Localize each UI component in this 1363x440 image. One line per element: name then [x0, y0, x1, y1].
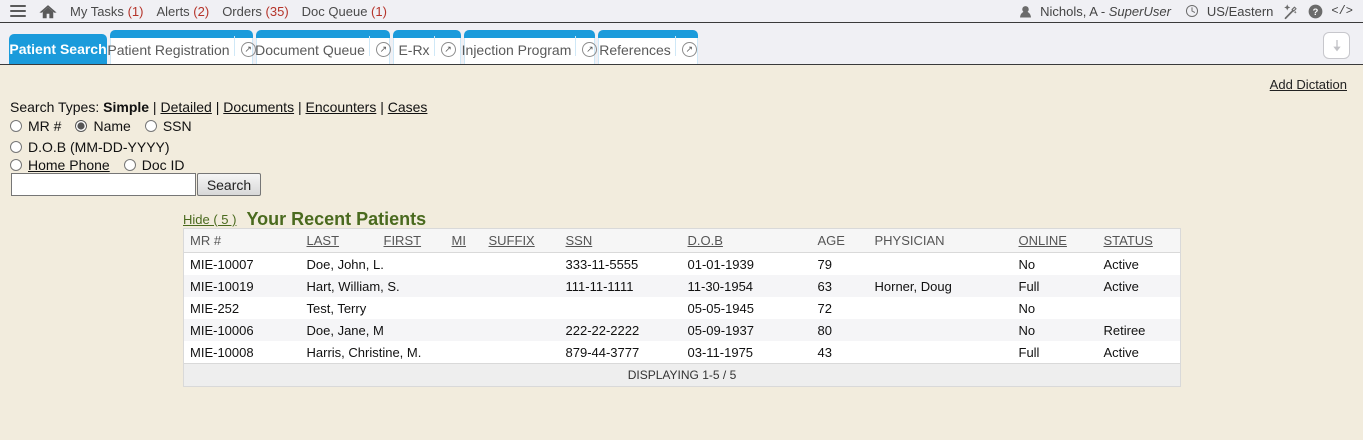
- svg-text:?: ?: [1313, 6, 1319, 16]
